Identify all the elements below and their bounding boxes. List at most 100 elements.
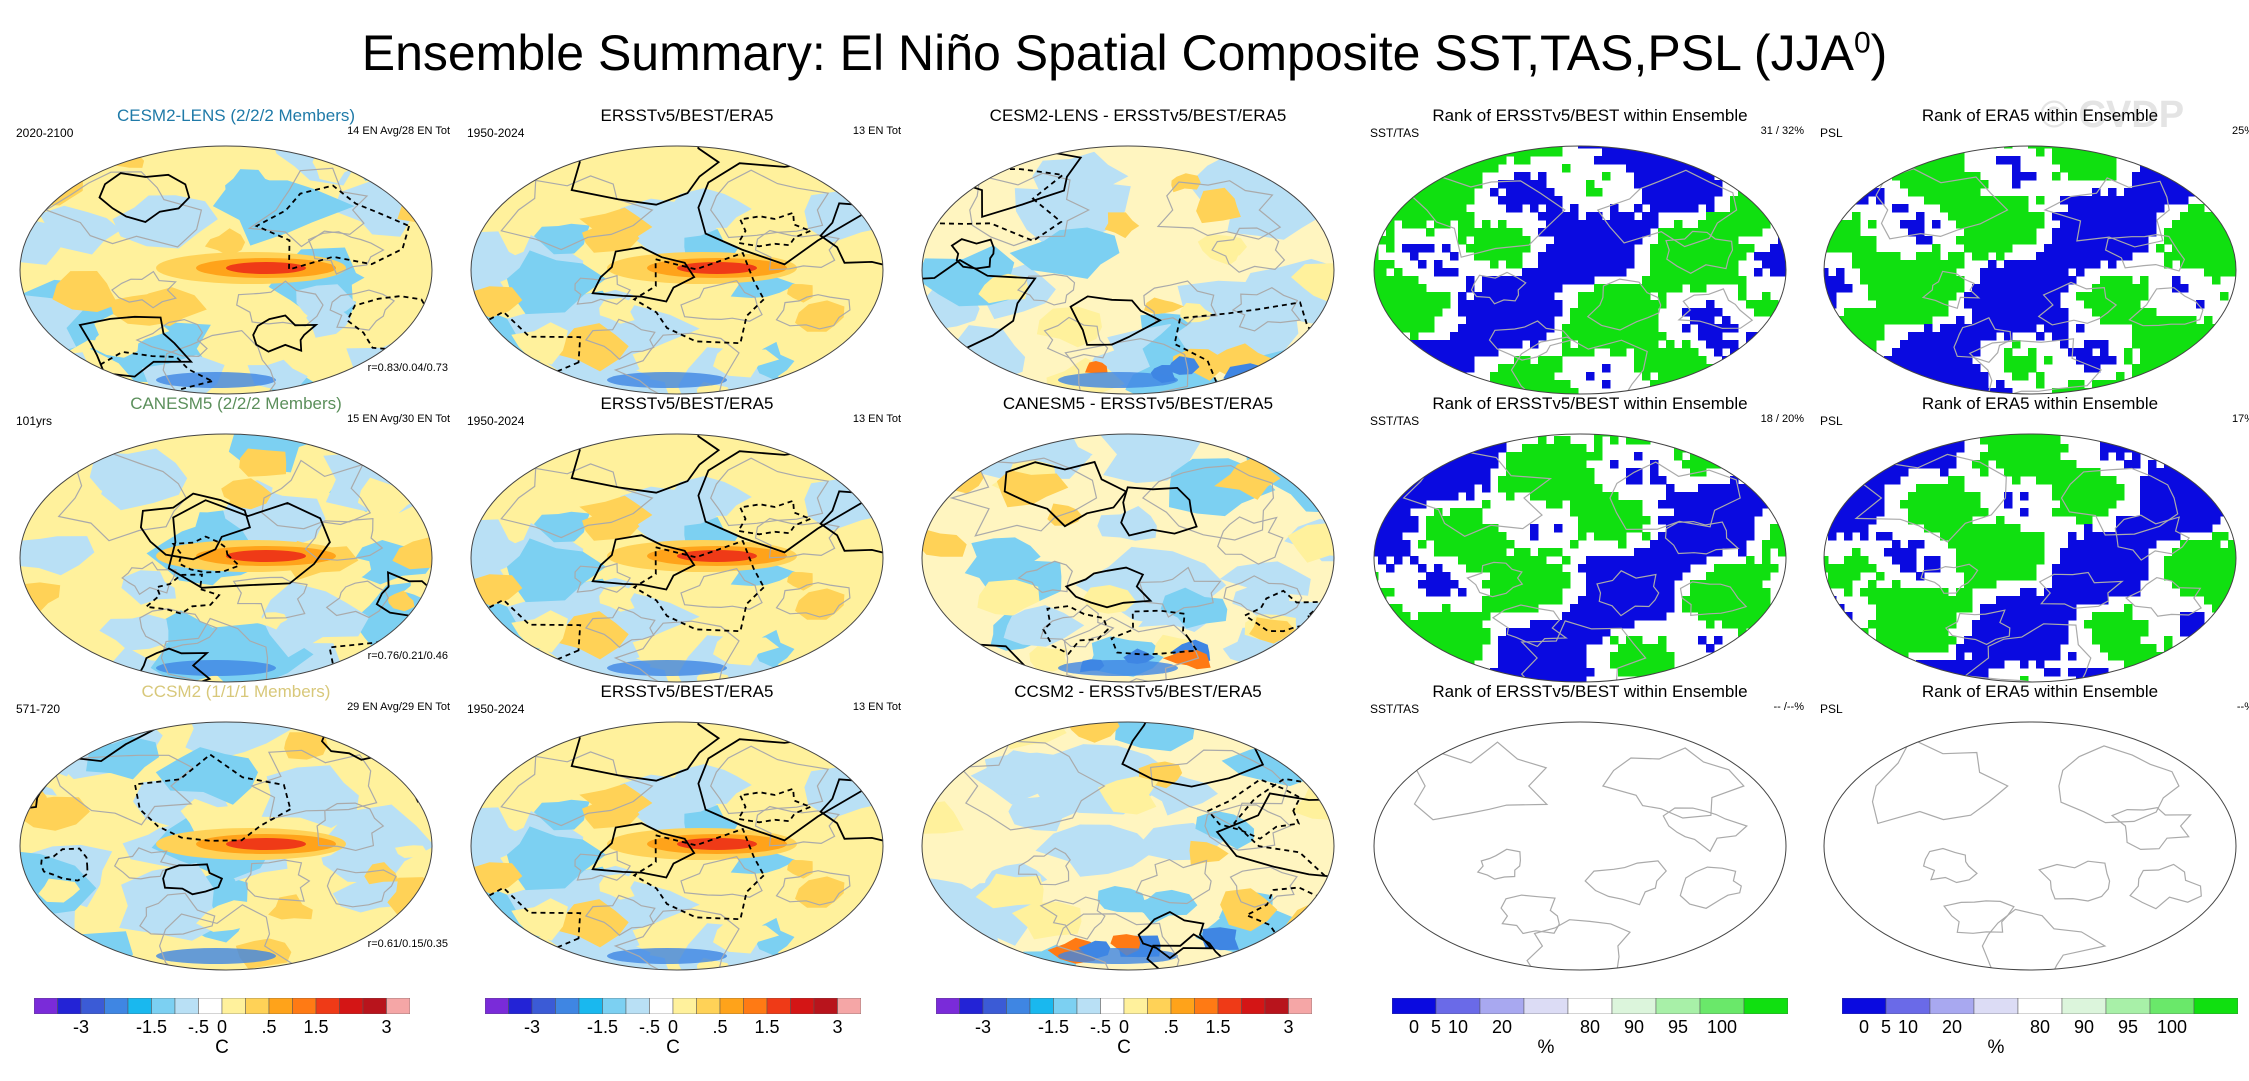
colorbar-tick-label: 1.5 [1205, 1017, 1231, 1037]
panel-title: CCSM2 (1/1/1 Members) [141, 682, 331, 701]
rank-panel: Rank of ERA5 within Ensemble PSL 17% [1820, 394, 2249, 683]
diff-panel: CESM2-LENS - ERSSTv5/BEST/ERA5 [918, 106, 1358, 395]
panel-left-label: 2020-2100 [16, 126, 74, 140]
colorbar-box [649, 998, 674, 1014]
map-rank [1823, 433, 2237, 683]
panel-right-label: 13 EN Tot [852, 413, 901, 425]
colorbar-box [104, 998, 129, 1014]
panel-title: ERSSTv5/BEST/ERA5 [600, 682, 774, 701]
panel-right-label: --% [2236, 701, 2249, 713]
colorbar-unit: C [215, 1037, 229, 1058]
colorbar-box [813, 998, 838, 1014]
panel-left-label: SST/TAS [1370, 702, 1420, 716]
rank-panel: Rank of ERA5 within Ensemble PSL --% [1820, 682, 2249, 971]
panel-right-label: 18 / 20% [1760, 413, 1804, 425]
map-diff [921, 145, 1335, 395]
colorbar-tick-label: .5 [261, 1017, 277, 1037]
panel-title: Rank of ERSSTv5/BEST within Ensemble [1432, 106, 1748, 125]
colorbar-box [719, 998, 744, 1014]
colorbar-box [555, 998, 580, 1014]
colorbar-box [2105, 998, 2151, 1014]
colorbar-box [625, 998, 650, 1014]
panel-title: Rank of ERSSTv5/BEST within Ensemble [1432, 394, 1748, 413]
colorbar-tick-label: 90 [1623, 1017, 1645, 1037]
colorbar-box [1170, 998, 1195, 1014]
colorbar-tick-label: 10 [1897, 1017, 1919, 1037]
colorbar-tick-label: 0 [216, 1017, 228, 1037]
colorbar-tick-label: 90 [2073, 1017, 2095, 1037]
map-obs [470, 721, 884, 971]
colorbar-unit: C [1117, 1037, 1131, 1058]
colorbar-tick-label: 0 [1408, 1017, 1420, 1037]
map-model [19, 721, 433, 971]
colorbar-box [766, 998, 791, 1014]
colorbar-box [485, 998, 509, 1014]
pattern-correlation: r=0.61/0.15/0.35 [367, 938, 448, 950]
colorbar-box [1147, 998, 1172, 1014]
colorbar-box [2017, 998, 2063, 1014]
obs-panel: ERSSTv5/BEST/ERA5 1950-2024 13 EN Tot [467, 394, 907, 683]
colorbar-box [1288, 998, 1312, 1014]
colorbar-tick-label: 0 [667, 1017, 679, 1037]
colorbar-tick-label: 95 [1667, 1017, 1689, 1037]
colorbar-box [57, 998, 82, 1014]
colorbar-box [696, 998, 721, 1014]
main-title: Ensemble Summary: El Niño Spatial Compos… [361, 25, 1888, 81]
colorbar-tick-label: .5 [1163, 1017, 1179, 1037]
panel-title: CANESM5 (2/2/2 Members) [130, 394, 342, 413]
colorbar-box [936, 998, 960, 1014]
colorbar-tick-label: -.5 [1089, 1017, 1112, 1037]
panel-right-label: 15 EN Avg/30 EN Tot [347, 413, 450, 425]
colorbar-box [80, 998, 105, 1014]
panel-title: ERSSTv5/BEST/ERA5 [600, 106, 774, 125]
pattern-correlation: r=0.83/0.04/0.73 [367, 362, 448, 374]
panel-left-label: SST/TAS [1370, 126, 1420, 140]
colorbar-box [1885, 998, 1931, 1014]
colorbar-box [1217, 998, 1242, 1014]
colorbar-tick-label: -3 [523, 1017, 541, 1037]
colorbar-box [508, 998, 533, 1014]
colorbar-box [1929, 998, 1975, 1014]
colorbar-tick-label: 100 [1706, 1017, 1738, 1037]
map-rank [1823, 145, 2237, 395]
colorbar-box [602, 998, 627, 1014]
colorbar-tick-label: 1.5 [754, 1017, 780, 1037]
rank-panel: Rank of ERSSTv5/BEST within Ensemble SST/… [1370, 682, 1810, 971]
panel-title: CANESM5 - ERSSTv5/BEST/ERA5 [1002, 394, 1274, 413]
panel-right-label: 13 EN Tot [852, 125, 901, 137]
rank-panel: Rank of ERSSTv5/BEST within Ensemble SST/… [1370, 394, 1810, 683]
colorbar-box [578, 998, 603, 1014]
colorbar-tick-label: 1.5 [303, 1017, 329, 1037]
panel-title: CESM2-LENS - ERSSTv5/BEST/ERA5 [989, 106, 1287, 125]
colorbar-box [1264, 998, 1289, 1014]
panel-right-label: 17% [2231, 413, 2249, 425]
colorbar-box [34, 998, 58, 1014]
model-panel: CESM2-LENS (2/2/2 Members) 2020-2100 14 EN… [16, 106, 456, 395]
panel-left-label: 1950-2024 [467, 126, 525, 140]
map-obs [470, 433, 884, 683]
colorbar-tick-label: -1.5 [586, 1017, 619, 1037]
panel-left-label: 1950-2024 [467, 702, 525, 716]
colorbar-box [386, 998, 410, 1014]
panel-title: Rank of ERA5 within Ensemble [1921, 106, 2159, 125]
colorbar-box [198, 998, 223, 1014]
colorbar-box [1006, 998, 1031, 1014]
panel-title: CESM2-LENS (2/2/2 Members) [116, 106, 356, 125]
colorbar-box [1973, 998, 2019, 1014]
colorbar-box [174, 998, 199, 1014]
colorbar-box [221, 998, 246, 1014]
colorbar-tick-label: 0 [1858, 1017, 1870, 1037]
panel-title: ERSSTv5/BEST/ERA5 [600, 394, 774, 413]
colorbar-tick-label: 100 [2156, 1017, 2188, 1037]
panel-right-label: 13 EN Tot [852, 701, 901, 713]
colorbar-box [1567, 998, 1613, 1014]
panel-right-label: 31 / 32% [1760, 125, 1804, 137]
colorbar-tick-label: -.5 [187, 1017, 210, 1037]
colorbar-tick-label: -1.5 [1037, 1017, 1070, 1037]
panel-title: Rank of ERA5 within Ensemble [1921, 394, 2159, 413]
colorbar-tick-label: 5 [1880, 1017, 1892, 1037]
obs-panel: ERSSTv5/BEST/ERA5 1950-2024 13 EN Tot [467, 106, 907, 395]
colorbar [1842, 998, 2238, 1014]
colorbar [1392, 998, 1788, 1014]
colorbar-box [790, 998, 815, 1014]
